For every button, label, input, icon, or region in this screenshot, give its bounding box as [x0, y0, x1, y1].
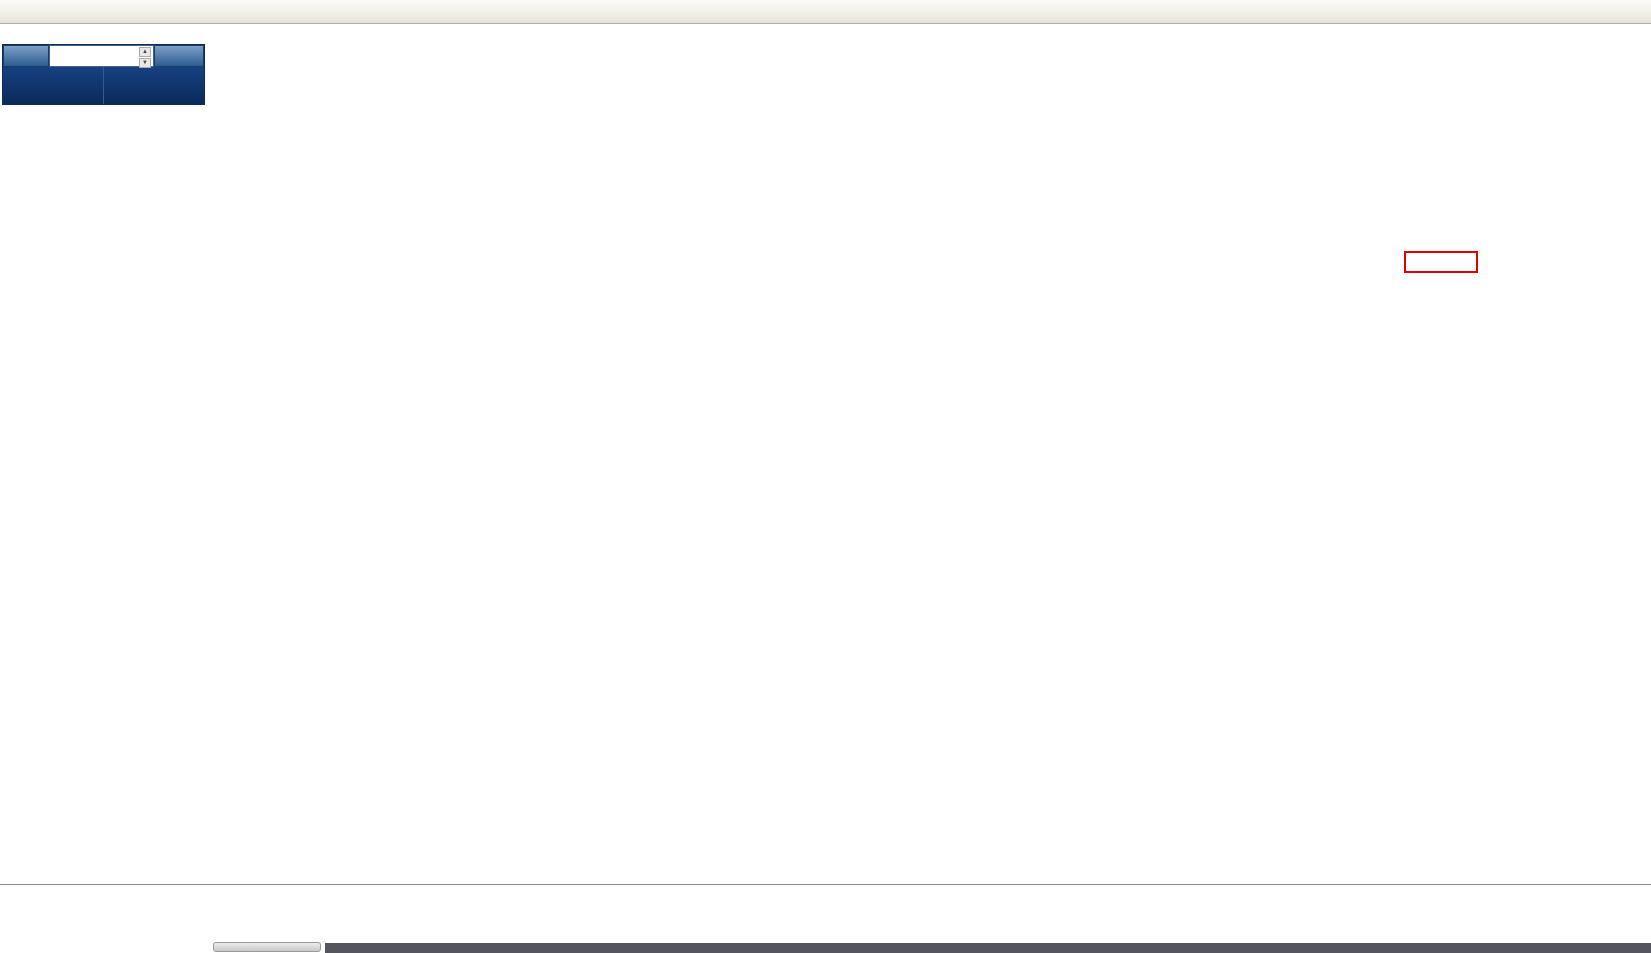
volume-field[interactable]: ▲ ▼: [49, 45, 154, 68]
annotation-price-label[interactable]: [1404, 251, 1478, 273]
bottom-strip-bar: [325, 943, 1651, 953]
price-chart[interactable]: [0, 24, 1651, 552]
sell-button[interactable]: [3, 45, 49, 67]
one-click-trading-panel: ▲ ▼: [2, 44, 205, 105]
volume-up-icon[interactable]: ▲: [139, 47, 151, 57]
symbol-info: [8, 29, 21, 41]
macd-panel[interactable]: [0, 552, 1651, 714]
rsi-panel[interactable]: [0, 714, 1651, 884]
bottom-strip: [0, 941, 1651, 953]
sell-price[interactable]: [3, 67, 103, 104]
buy-button[interactable]: [154, 45, 204, 67]
buy-price[interactable]: [103, 67, 204, 104]
bottom-strip-button[interactable]: [213, 942, 321, 952]
rsi-label: [4, 718, 10, 729]
volume-down-icon[interactable]: ▼: [139, 58, 151, 68]
date-axis[interactable]: [0, 884, 1651, 901]
macd-label: [4, 556, 16, 567]
toolbar: [0, 0, 1651, 24]
